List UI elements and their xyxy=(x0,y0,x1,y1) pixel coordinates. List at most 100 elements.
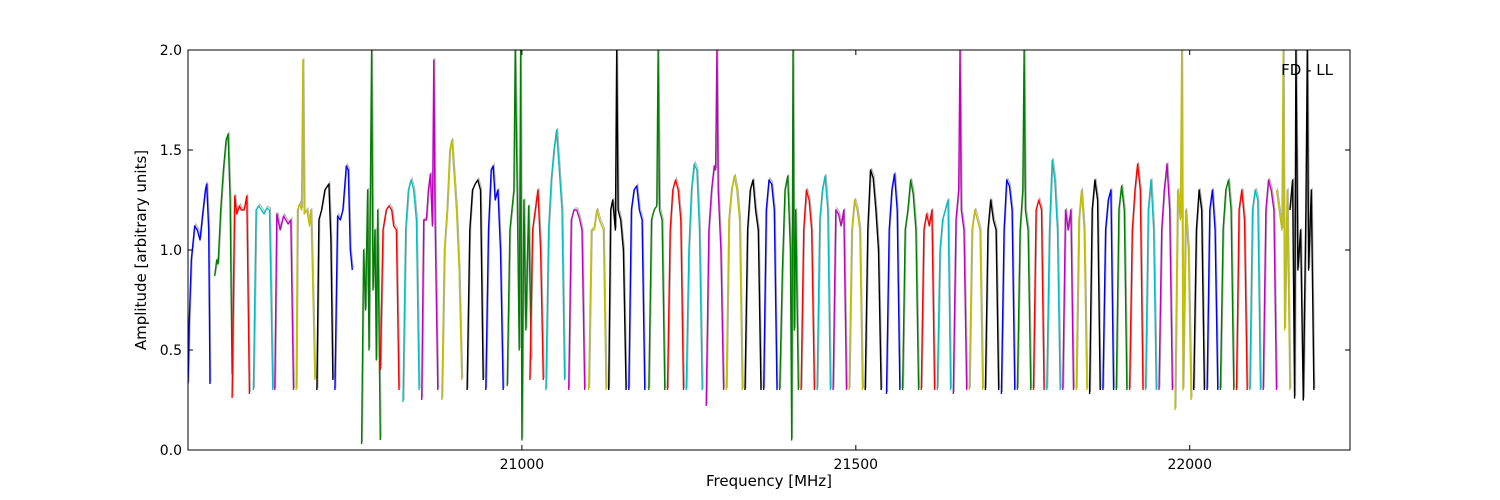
series-line xyxy=(1032,199,1045,391)
series-line xyxy=(1062,209,1075,391)
series-shadow-line xyxy=(188,181,212,383)
series-shadow-line xyxy=(1207,187,1220,389)
series-shadow-line xyxy=(507,50,533,439)
series-line xyxy=(800,189,816,391)
series-line xyxy=(744,179,762,391)
series-shadow-line xyxy=(1159,161,1174,389)
series-line xyxy=(588,209,607,391)
series-line xyxy=(1206,189,1219,391)
series-line xyxy=(1174,50,1192,411)
series-shadow-line xyxy=(1263,177,1278,389)
series-line xyxy=(1000,179,1016,395)
y-tick-label: 0.0 xyxy=(160,443,182,459)
series-line xyxy=(725,175,743,391)
tick-layer: 21000 21500 22000 0.0 0.5 1.0 1.5 2.0 xyxy=(160,43,1350,473)
series-shadow-line xyxy=(1001,177,1017,393)
series-shadow-line xyxy=(1194,187,1206,389)
series-shadow-line xyxy=(903,177,921,389)
series-shadow-line xyxy=(764,176,779,389)
series-line xyxy=(864,169,882,391)
series-line xyxy=(231,195,251,399)
series-shadow-line xyxy=(1047,157,1062,389)
series-shadow-line xyxy=(1130,161,1145,389)
series-line xyxy=(1158,163,1174,391)
series-line xyxy=(1249,189,1262,391)
series-line xyxy=(188,183,211,385)
series-line xyxy=(648,50,666,391)
series-line xyxy=(1102,189,1115,391)
chart-annotation: FD - LL xyxy=(1281,61,1333,79)
series-line xyxy=(1219,179,1235,391)
series-shadow-line xyxy=(726,173,744,389)
series-line xyxy=(1088,179,1101,395)
series-line xyxy=(1262,179,1278,391)
series-line xyxy=(316,183,334,391)
series-shadow-line xyxy=(1076,187,1089,389)
series-shadow-line xyxy=(1146,177,1158,389)
series-shadow-line xyxy=(1277,50,1292,389)
series-shadow-line xyxy=(985,197,1001,389)
series-line xyxy=(832,209,848,391)
series-line xyxy=(848,199,864,391)
series-line xyxy=(779,50,800,441)
series-line xyxy=(252,205,274,391)
series-line xyxy=(274,213,295,391)
series-line xyxy=(568,209,586,391)
series-line xyxy=(920,209,936,391)
series-line xyxy=(334,165,353,391)
series-line xyxy=(379,205,400,391)
series-line xyxy=(608,50,627,391)
series-line xyxy=(485,165,504,391)
series-line xyxy=(885,173,901,395)
series-shadow-line xyxy=(1034,196,1046,389)
series-line xyxy=(685,163,703,391)
series-line xyxy=(1235,189,1248,391)
series-line xyxy=(1128,163,1144,391)
series-line xyxy=(816,175,832,391)
series-shadow-line xyxy=(629,182,647,389)
y-tick-label: 1.5 xyxy=(160,143,182,159)
series-line xyxy=(666,179,685,391)
series-line xyxy=(952,50,968,395)
series-shadow-line xyxy=(486,162,505,389)
series-line xyxy=(1115,185,1128,391)
series-line xyxy=(1046,159,1061,391)
series-line xyxy=(402,179,420,403)
x-axis-label: Frequency [MHz] xyxy=(706,472,832,490)
y-tick-label: 1.0 xyxy=(160,243,182,259)
series-shadow-line xyxy=(833,206,848,389)
series-shadow-line xyxy=(668,176,685,389)
series-line xyxy=(466,179,484,391)
series-line xyxy=(1075,189,1088,391)
x-tick-label: 21500 xyxy=(834,457,879,473)
series-shadow-line xyxy=(546,127,567,389)
x-tick-label: 22000 xyxy=(1167,457,1212,473)
y-axis-label: Amplitude [arbitrary units] xyxy=(132,150,150,350)
series-line xyxy=(628,185,646,391)
series-shadow-line xyxy=(1175,50,1193,409)
series-shadow-line xyxy=(1250,187,1262,389)
series-shadow-line xyxy=(1237,187,1249,389)
series-line xyxy=(545,129,566,391)
series-shadow-line xyxy=(686,160,704,389)
series-line xyxy=(529,189,544,381)
series-line xyxy=(214,133,233,375)
series-shadow-line xyxy=(865,167,883,389)
series-line xyxy=(968,209,984,391)
series-shadow-line xyxy=(953,50,969,393)
series-shadow-line xyxy=(745,177,763,389)
series-line xyxy=(295,59,316,391)
series-shadow-line xyxy=(706,50,726,405)
series-line xyxy=(901,179,920,391)
series-shadow-line xyxy=(589,207,608,389)
series-shadow-line xyxy=(921,207,937,389)
series-shadow-line xyxy=(1090,177,1102,393)
y-tick-label: 2.0 xyxy=(160,43,182,59)
series-shadow-line xyxy=(422,57,440,399)
series-line xyxy=(705,50,725,407)
series-shadow-line xyxy=(275,211,295,389)
series-shadow-line xyxy=(801,187,816,389)
series-shadow-line xyxy=(969,207,985,389)
series-layer xyxy=(188,50,1316,445)
